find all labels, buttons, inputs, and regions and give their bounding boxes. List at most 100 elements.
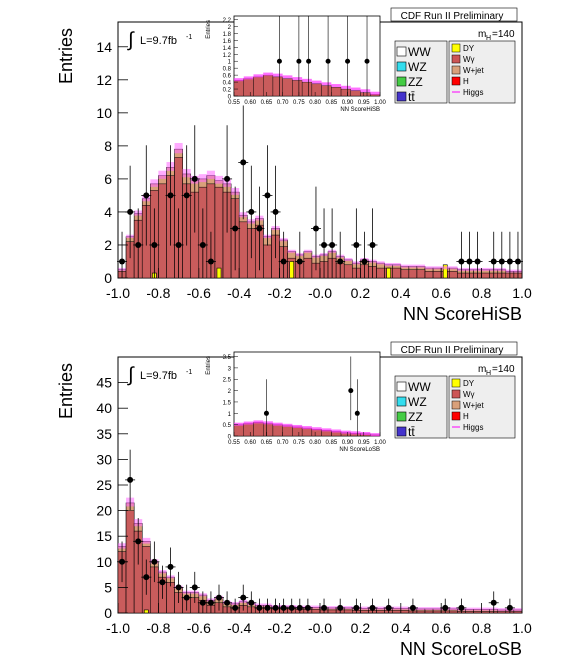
data-point: [264, 604, 271, 611]
data-point: [498, 258, 505, 265]
legend-item: Wγ: [463, 390, 475, 399]
inset-signal-band: [292, 77, 303, 81]
data-point: [135, 241, 142, 248]
data-point: [369, 241, 376, 248]
data-point: [514, 258, 521, 265]
inset-bar: [360, 92, 371, 97]
legend-swatch: [396, 61, 407, 72]
inset-bar: [233, 80, 244, 97]
bar-wgamma: [432, 271, 442, 279]
legend-item: DY: [463, 44, 475, 53]
inset-signal-band: [341, 430, 351, 434]
inset-x-tick-label: 0.90: [342, 100, 354, 106]
inset-y-tick-label: 2.2: [223, 18, 232, 24]
legend-swatch: [396, 396, 407, 407]
bar-dy: [386, 267, 392, 279]
bar-signal-band: [344, 606, 353, 610]
inset-x-tick-label: 1.00: [374, 100, 386, 106]
inset-x-tick-label: 0.70: [277, 440, 289, 446]
bar-wgamma: [376, 267, 385, 279]
data-point: [183, 192, 190, 199]
inset-signal-band: [370, 433, 380, 437]
y-tick-label: 12: [96, 72, 112, 88]
legend-item: Higgs: [463, 88, 483, 97]
bar-wgamma: [416, 610, 426, 614]
inset-bar: [282, 425, 293, 437]
x-tick-label: 0.6: [431, 620, 451, 636]
inset-bar: [282, 78, 293, 97]
inset-signal-band: [243, 421, 254, 425]
inset-y-tick-label: 2: [228, 389, 232, 395]
bar-signal-band: [214, 175, 224, 184]
y-tick-label: 2: [104, 237, 112, 253]
bar-signal-band: [206, 170, 215, 179]
y-tick-label: 5: [104, 579, 112, 595]
data-point: [191, 584, 198, 591]
inset-data-point: [345, 58, 351, 64]
y-tick-label: 25: [96, 477, 112, 493]
legend-swatch: [451, 389, 461, 399]
x-axis-title: NN ScoreLoSB: [400, 639, 522, 659]
inset-signal-band: [234, 78, 244, 82]
inset-signal-band: [272, 422, 283, 426]
data-point: [167, 192, 174, 199]
x-tick-label: -0.4: [227, 285, 251, 301]
x-tick-label: 0.4: [391, 285, 411, 301]
y-axis-title: Entries: [56, 363, 76, 419]
bar-signal-band: [344, 258, 353, 262]
legend-item: WW: [408, 45, 431, 59]
data-point: [175, 241, 182, 248]
bar-signal-band: [400, 606, 409, 610]
x-tick-label: 0.4: [391, 620, 411, 636]
y-tick-label: 40: [96, 400, 112, 416]
mass-sub: H: [486, 35, 491, 42]
inset-x-tick-label: 0.65: [261, 100, 273, 106]
inset-x-tick-label: 0.80: [309, 440, 321, 446]
bar-wgamma: [424, 271, 434, 279]
data-point: [256, 225, 263, 232]
inset-x-tick-label: 0.85: [325, 100, 337, 106]
bar-wgamma: [376, 610, 385, 614]
y-tick-label: 0: [104, 270, 112, 286]
bar-dy: [289, 261, 295, 279]
legend-item: H: [463, 412, 469, 421]
inset-bar: [311, 83, 322, 97]
inset-bar: [292, 426, 303, 437]
bar-signal-band: [158, 170, 167, 179]
bar-signal-band: [513, 608, 522, 612]
data-point: [216, 594, 222, 601]
x-tick-label: -0.6: [187, 285, 211, 301]
inset-y-tick-label: 0.5: [223, 423, 232, 429]
inset-bar: [272, 424, 283, 437]
x-tick-label: -1.0: [106, 285, 130, 301]
bar-dy: [442, 264, 448, 279]
legend-swatch: [396, 426, 407, 437]
legend-swatch: [451, 43, 461, 53]
x-tick-label: 0.8: [472, 285, 492, 301]
data-point: [207, 258, 214, 265]
bar-wgamma: [327, 609, 337, 614]
bar-signal-band: [303, 249, 312, 253]
inset-bar: [253, 422, 264, 437]
bar-signal-band: [360, 606, 369, 610]
inset-bar: [253, 76, 264, 97]
lumi-label: L=9.7fb: [140, 35, 177, 47]
inset-signal-band: [282, 423, 293, 427]
bar-wgamma: [424, 610, 434, 614]
inset-y-tick-label: 0.2: [223, 88, 232, 94]
inset-data-point: [325, 58, 331, 64]
data-point: [506, 258, 513, 265]
bar-wgamma: [473, 611, 482, 614]
inset-data-point: [296, 58, 302, 64]
data-point: [167, 563, 174, 570]
legend-swatch: [396, 46, 407, 57]
inset-y-tick-label: 1.6: [223, 39, 232, 45]
bar-wgamma: [158, 183, 167, 279]
inset-signal-band: [272, 73, 283, 77]
data-point: [272, 604, 279, 611]
x-tick-label: 1.0: [512, 620, 532, 636]
inset-signal-band: [360, 89, 371, 93]
bar-signal-band: [384, 262, 393, 266]
